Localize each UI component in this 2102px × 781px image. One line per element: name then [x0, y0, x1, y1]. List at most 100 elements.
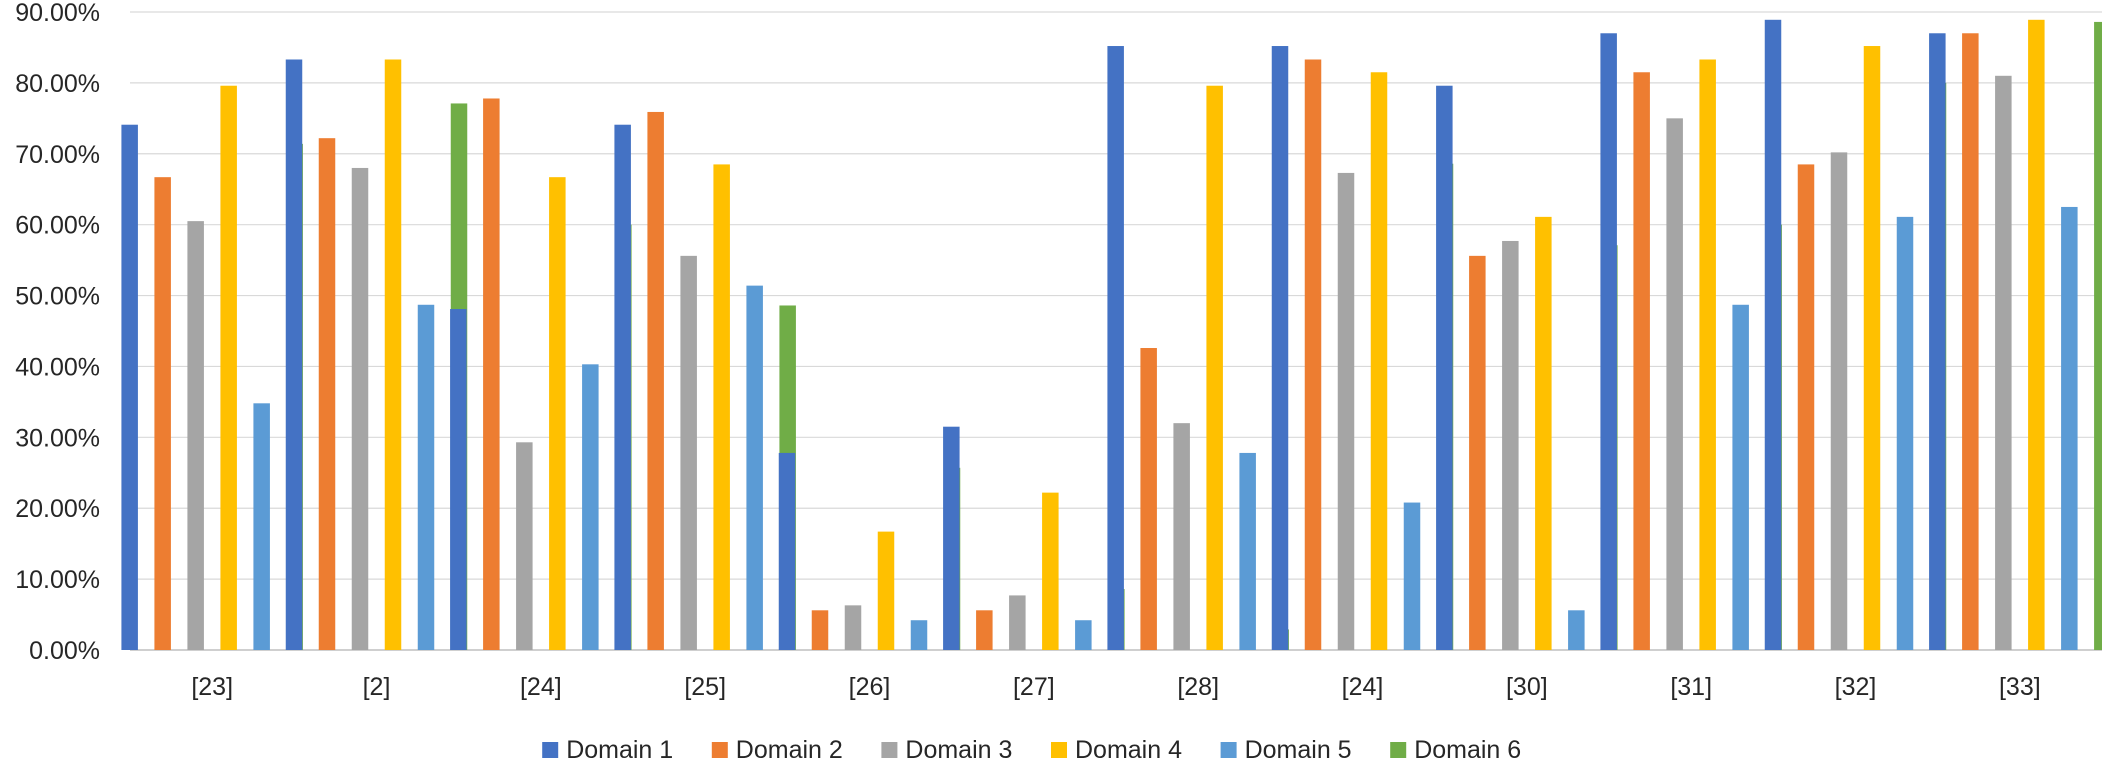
bar — [713, 164, 730, 650]
bar — [647, 111, 664, 651]
legend-swatch — [1390, 742, 1407, 758]
bar — [811, 610, 829, 650]
x-tick-label: [31] — [1670, 673, 1712, 701]
y-tick-label: 30.00% — [15, 424, 100, 452]
bar — [1666, 118, 1683, 651]
bar — [1469, 255, 1486, 650]
bar — [1995, 75, 2012, 651]
bar — [2028, 19, 2045, 650]
axes: 0.00% 10.00% 20.00% 30.00% 40.00% 50.00% 60.00… — [15, 0, 2040, 701]
x-tick-label: [28] — [1177, 673, 1219, 701]
y-tick-label: 10.00% — [15, 566, 100, 594]
bar — [1830, 152, 1848, 651]
bar — [2061, 206, 2078, 650]
bar — [1239, 452, 1256, 650]
bar — [943, 426, 960, 650]
bar — [1271, 46, 1289, 650]
bar — [976, 610, 993, 650]
bar — [1173, 423, 1190, 650]
bar — [1699, 59, 1716, 651]
bar — [1502, 240, 1519, 650]
bar — [614, 124, 631, 651]
x-tick-label: [23] — [191, 673, 233, 701]
y-tick-label: 20.00% — [15, 495, 100, 523]
bar — [187, 221, 204, 650]
bar — [877, 531, 895, 650]
bar — [417, 304, 435, 650]
bar — [1929, 33, 1946, 651]
y-tick-label: 60.00% — [15, 212, 100, 240]
x-tick-label: [2] — [363, 673, 391, 701]
y-tick-label: 0.00% — [29, 637, 100, 665]
bar — [1337, 172, 1355, 650]
bar — [483, 98, 500, 651]
legend-label: Domain 3 — [905, 736, 1012, 764]
bar — [253, 403, 270, 650]
bar — [516, 442, 533, 650]
legend-swatch — [711, 742, 728, 758]
bar — [121, 124, 138, 651]
bar — [844, 605, 862, 650]
bar — [1600, 33, 1617, 651]
y-tick-label: 80.00% — [15, 70, 100, 98]
bar — [1042, 492, 1059, 650]
bar — [154, 177, 171, 650]
bar — [384, 59, 402, 651]
bar — [2094, 21, 2102, 651]
y-tick-label: 70.00% — [15, 141, 100, 169]
x-tick-label: [24] — [1342, 673, 1384, 701]
bar — [1206, 85, 1223, 651]
legend-swatch — [542, 742, 559, 758]
y-tick-label: 40.00% — [15, 353, 100, 381]
bar — [1797, 164, 1815, 650]
bar — [746, 285, 763, 650]
legend-swatch — [881, 742, 898, 758]
bar — [351, 167, 369, 650]
bar — [1863, 46, 1881, 650]
bar — [1535, 216, 1552, 650]
bar — [1075, 620, 1092, 650]
bar — [1764, 19, 1782, 650]
legend-label: Domain 5 — [1245, 736, 1352, 764]
bar — [285, 59, 303, 651]
bar — [318, 138, 336, 650]
legend-swatch — [1220, 742, 1237, 758]
legend-label: Domain 2 — [736, 736, 843, 764]
bar — [1304, 59, 1322, 651]
bar — [1370, 72, 1388, 650]
bar — [1633, 72, 1650, 650]
bar — [1568, 610, 1585, 650]
bar — [1896, 216, 1914, 650]
bar — [1107, 46, 1124, 650]
legend-label: Domain 4 — [1075, 736, 1182, 764]
bar — [1140, 348, 1157, 650]
x-tick-label: [26] — [849, 673, 891, 701]
bar — [549, 177, 566, 650]
x-tick-label: [32] — [1835, 673, 1877, 701]
x-tick-label: [25] — [684, 673, 726, 701]
bar — [220, 85, 237, 651]
y-tick-label: 90.00% — [15, 0, 100, 27]
bar — [1732, 304, 1749, 650]
legend-label: Domain 6 — [1414, 736, 1521, 764]
bar — [1403, 502, 1421, 650]
y-tick-label: 50.00% — [15, 283, 100, 311]
legend-swatch — [1051, 742, 1067, 758]
legend: Domain 1 Domain 2 Domain 3 Domain 4 Domain 5… — [542, 736, 1521, 764]
bar — [910, 620, 928, 650]
bar — [778, 452, 796, 650]
x-tick-label: [30] — [1506, 673, 1548, 701]
bars — [121, 19, 2102, 651]
legend-label: Domain 1 — [566, 736, 673, 764]
bar — [1962, 33, 1979, 651]
x-tick-label: [27] — [1013, 673, 1055, 701]
bar — [680, 255, 697, 650]
x-tick-label: [24] — [520, 673, 562, 701]
bar — [1436, 85, 1453, 651]
x-tick-label: [33] — [1999, 673, 2041, 701]
bar — [582, 364, 599, 650]
bar — [450, 309, 467, 650]
bar — [1009, 595, 1026, 650]
